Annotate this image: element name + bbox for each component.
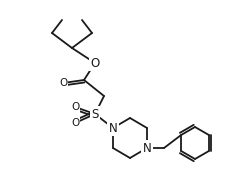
Text: O: O (59, 78, 67, 88)
Text: S: S (91, 108, 99, 120)
Text: O: O (90, 56, 100, 70)
Text: N: N (143, 142, 151, 154)
Text: N: N (109, 122, 117, 134)
Text: O: O (71, 102, 79, 112)
Text: O: O (71, 118, 79, 128)
